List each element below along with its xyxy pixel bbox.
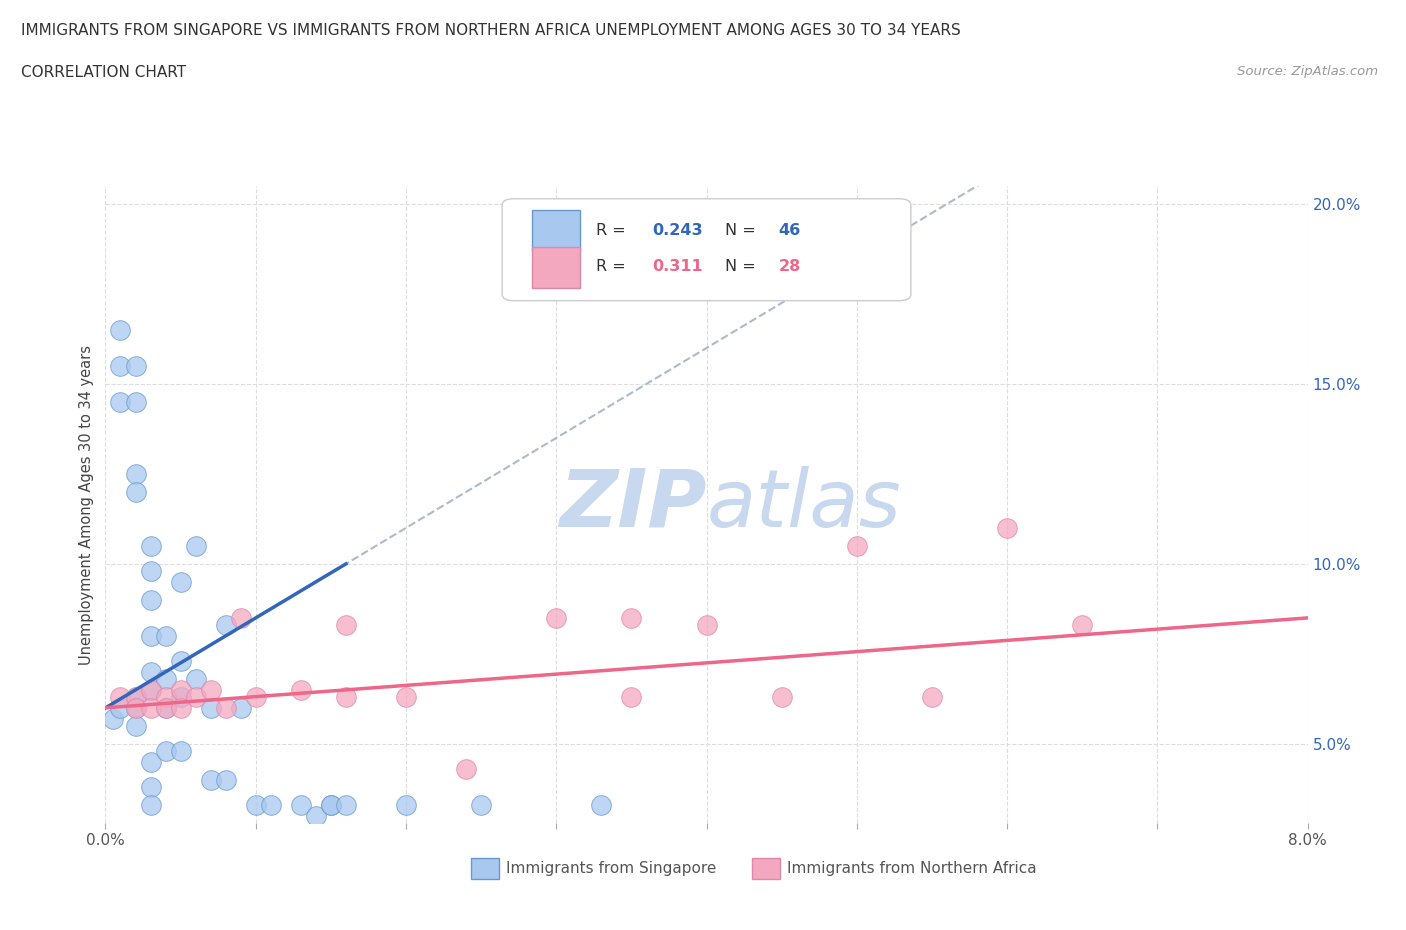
Text: 28: 28 — [779, 259, 801, 274]
Point — [169, 654, 191, 669]
Point — [139, 779, 162, 794]
Point — [139, 798, 162, 813]
Text: R =: R = — [596, 259, 631, 274]
Point — [139, 538, 162, 553]
Point — [184, 690, 207, 705]
Point — [620, 690, 643, 705]
Point — [229, 700, 252, 715]
Point — [200, 773, 222, 788]
Text: CORRELATION CHART: CORRELATION CHART — [21, 65, 186, 80]
FancyBboxPatch shape — [533, 209, 581, 251]
Point — [139, 754, 162, 769]
Point — [169, 690, 191, 705]
Point — [110, 690, 132, 705]
Text: atlas: atlas — [707, 466, 901, 543]
Text: 46: 46 — [779, 223, 801, 238]
Point — [184, 538, 207, 553]
Point — [139, 629, 162, 644]
Text: 0.243: 0.243 — [652, 223, 703, 238]
Point — [139, 664, 162, 679]
Point — [200, 700, 222, 715]
Point — [454, 762, 477, 777]
Point — [110, 394, 132, 409]
Point — [184, 671, 207, 686]
Point — [110, 700, 132, 715]
Point — [124, 690, 146, 705]
Point — [139, 683, 162, 698]
Point — [155, 690, 177, 705]
Point — [139, 592, 162, 607]
FancyBboxPatch shape — [502, 199, 911, 300]
Point — [845, 538, 868, 553]
Point — [319, 798, 342, 813]
Point — [169, 700, 191, 715]
Text: N =: N = — [724, 259, 761, 274]
Point — [124, 359, 146, 374]
Point — [200, 683, 222, 698]
Point — [155, 700, 177, 715]
Point — [1071, 618, 1094, 632]
Text: ZIP: ZIP — [560, 466, 707, 543]
Point — [214, 773, 236, 788]
Point — [290, 683, 312, 698]
Point — [124, 700, 146, 715]
Point — [229, 610, 252, 625]
Point — [155, 744, 177, 759]
Point — [101, 711, 124, 726]
Point — [305, 808, 328, 823]
Text: IMMIGRANTS FROM SINGAPORE VS IMMIGRANTS FROM NORTHERN AFRICA UNEMPLOYMENT AMONG : IMMIGRANTS FROM SINGAPORE VS IMMIGRANTS … — [21, 23, 960, 38]
Text: Immigrants from Singapore: Immigrants from Singapore — [506, 861, 717, 876]
Text: R =: R = — [596, 223, 631, 238]
Point — [260, 798, 283, 813]
Text: Source: ZipAtlas.com: Source: ZipAtlas.com — [1237, 65, 1378, 78]
Point — [139, 700, 162, 715]
Point — [139, 564, 162, 578]
Y-axis label: Unemployment Among Ages 30 to 34 years: Unemployment Among Ages 30 to 34 years — [79, 344, 94, 665]
Point — [245, 690, 267, 705]
Point — [395, 690, 418, 705]
Point — [169, 683, 191, 698]
Point — [470, 798, 492, 813]
Point — [169, 744, 191, 759]
Point — [124, 700, 146, 715]
Point — [155, 671, 177, 686]
Point — [335, 618, 357, 632]
Point — [591, 798, 613, 813]
Point — [319, 798, 342, 813]
Point — [139, 683, 162, 698]
Point — [696, 618, 718, 632]
Point — [290, 798, 312, 813]
Point — [124, 394, 146, 409]
Point — [921, 690, 943, 705]
Point — [770, 690, 793, 705]
Point — [124, 719, 146, 734]
Point — [214, 618, 236, 632]
Point — [124, 467, 146, 482]
Text: 0.311: 0.311 — [652, 259, 703, 274]
Point — [395, 798, 418, 813]
Point — [155, 700, 177, 715]
Point — [110, 359, 132, 374]
Point — [245, 798, 267, 813]
Point — [546, 610, 568, 625]
Point — [124, 690, 146, 705]
Point — [620, 610, 643, 625]
Point — [214, 700, 236, 715]
Point — [995, 521, 1018, 536]
Text: Immigrants from Northern Africa: Immigrants from Northern Africa — [787, 861, 1038, 876]
Point — [169, 575, 191, 590]
Point — [110, 323, 132, 338]
FancyBboxPatch shape — [533, 246, 581, 288]
Point — [124, 485, 146, 499]
Point — [155, 629, 177, 644]
Text: N =: N = — [724, 223, 761, 238]
Point — [335, 798, 357, 813]
Point — [335, 690, 357, 705]
